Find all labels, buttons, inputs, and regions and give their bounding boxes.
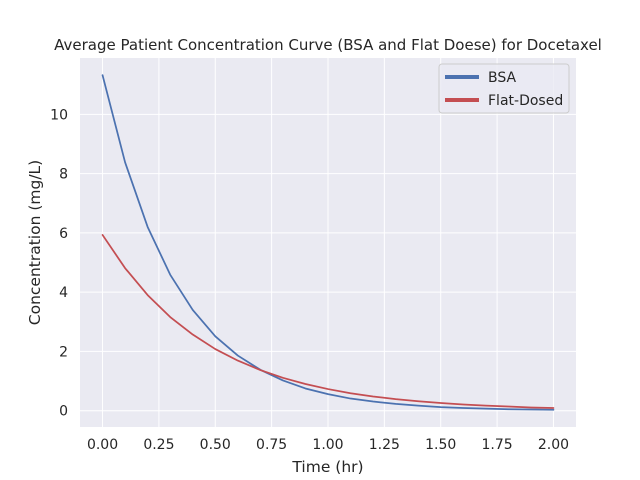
legend: BSA Flat-Dosed xyxy=(438,63,570,114)
x-tick-label: 1.50 xyxy=(425,437,456,453)
y-axis-label: Concentration (mg/L) xyxy=(26,160,44,325)
y-tick-label: 2 xyxy=(59,344,68,360)
x-axis-label: Time (hr) xyxy=(291,458,363,476)
grid xyxy=(80,58,576,427)
series-layer xyxy=(101,74,555,411)
y-tick-labels: 0 2 4 6 8 10 xyxy=(50,107,68,419)
x-tick-label: 1.75 xyxy=(482,437,513,453)
x-tick-label: 1.00 xyxy=(312,437,343,453)
chart-title: Average Patient Concentration Curve (BSA… xyxy=(54,36,602,54)
legend-label-bsa: BSA xyxy=(488,70,517,86)
y-tick-label: 0 xyxy=(59,404,68,420)
series-line-bsa xyxy=(101,74,555,411)
y-tick-label: 8 xyxy=(59,167,68,183)
y-tick-label: 6 xyxy=(59,226,68,242)
y-tick-label: 10 xyxy=(50,107,68,123)
x-tick-label: 0.75 xyxy=(256,437,287,453)
y-tick-label: 4 xyxy=(59,285,68,301)
x-tick-labels: 0.00 0.25 0.50 0.75 1.00 1.25 1.50 1.75 2.00 xyxy=(87,437,569,453)
legend-label-flat-dosed: Flat-Dosed xyxy=(488,93,563,109)
x-tick-label: 0.00 xyxy=(87,437,118,453)
x-tick-label: 0.25 xyxy=(143,437,174,453)
x-tick-label: 1.25 xyxy=(369,437,400,453)
x-tick-label: 0.50 xyxy=(200,437,231,453)
x-tick-label: 2.00 xyxy=(538,437,569,453)
series-line-flat-dosed xyxy=(101,234,555,409)
